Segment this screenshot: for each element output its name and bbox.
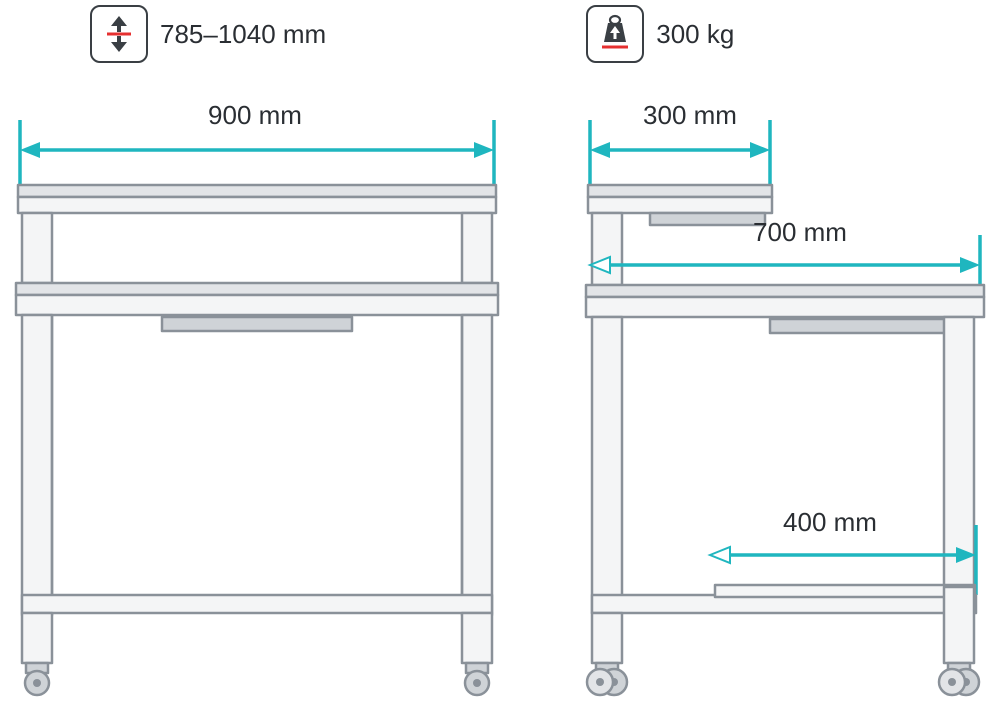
load-spec-label: 300 kg bbox=[656, 19, 734, 50]
front-view: .ol { stroke:#8a9199; stroke-width:2.5; … bbox=[12, 85, 502, 700]
dim-front-width: 900 mm bbox=[180, 100, 330, 131]
height-spec: 785–1040 mm bbox=[90, 5, 326, 63]
spec-row: 785–1040 mm 300 kg bbox=[90, 5, 734, 63]
load-capacity-icon bbox=[586, 5, 644, 63]
height-adjust-icon bbox=[90, 5, 148, 63]
height-spec-label: 785–1040 mm bbox=[160, 19, 326, 50]
diagram-area: .ol { stroke:#8a9199; stroke-width:2.5; … bbox=[0, 85, 1000, 713]
dim-side-top: 300 mm bbox=[625, 100, 755, 131]
dim-side-full: 700 mm bbox=[735, 217, 865, 248]
side-view: .ol { stroke:#8a9199; stroke-width:2.5; … bbox=[560, 85, 990, 700]
dim-side-foot: 400 mm bbox=[765, 507, 895, 538]
load-spec: 300 kg bbox=[586, 5, 734, 63]
